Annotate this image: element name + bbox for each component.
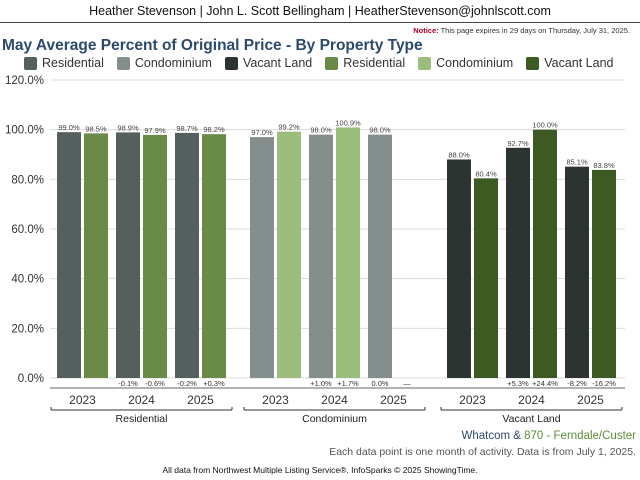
change-label: -0.1% [118,379,138,388]
data-label: 98.0% [310,126,332,135]
change-label: +1.7% [337,379,359,388]
legend-swatch [224,56,238,70]
bar [474,178,498,378]
x-tick-label: 2025 [577,393,604,407]
change-label: -0.2% [177,379,197,388]
legend-swatch [116,56,130,70]
bar [277,131,301,378]
change-label: — [403,379,411,388]
bar [565,166,589,378]
bar [506,147,530,378]
bar [143,134,167,378]
group-label: Condominium [302,413,367,425]
bar [368,134,392,378]
bar [309,134,333,378]
area-b-label: 870 - Ferndale/Custer [524,430,636,442]
data-label: 80.4% [475,169,497,178]
bar [533,129,557,378]
data-label: 98.2% [203,125,225,134]
y-tick-label: 80.0% [11,174,44,186]
notice-label: Notice: [413,26,439,35]
header-bar: Heather Stevenson | John L. Scott Bellin… [0,0,640,23]
legend-label: Vacant Land [242,56,313,70]
data-label: 98.5% [85,124,107,133]
data-label: 99.2% [278,123,300,132]
change-label: +24.4% [532,379,558,388]
notice-text: This page expires in 29 days on Thursday… [438,26,630,35]
bar-chart: 0.0% 20.0% 40.0% 60.0% 80.0% 100.0% 120.0% 99.0… [5,75,625,425]
change-label: -16.2% [592,379,616,388]
legend-item: Vacant Land [526,56,614,70]
data-label: 88.0% [448,150,470,159]
bar [57,132,81,378]
legend-swatch [325,56,339,70]
bar [592,169,616,378]
legend-swatch [418,56,432,70]
x-tick-label: 2023 [459,393,486,407]
chart-title: May Average Percent of Original Price - … [2,37,423,54]
legend-item: Condominium [116,56,212,70]
bar [336,127,360,378]
data-label: 100.9% [335,118,361,127]
data-label: 92.7% [507,139,529,148]
data-label: 97.9% [144,126,166,135]
legend-label: Vacant Land [544,56,614,70]
bar [202,134,226,378]
data-label: 97.0% [251,128,273,137]
legend-swatch [526,56,540,70]
bar [175,132,199,378]
change-label: 0.0% [371,379,388,388]
legend-label: Residential [343,56,406,70]
data-label: 98.7% [176,124,198,133]
y-tick-label: 40.0% [11,274,44,286]
bar [84,133,108,378]
y-tick-label: 0.0% [18,373,44,385]
x-tick-label: 2023 [69,393,96,407]
legend-item: Residential [325,56,405,70]
legend: Residential Condominium Vacant Land Residen… [24,56,627,70]
legend-item: Vacant Land [224,56,313,70]
y-tick-label: 20.0% [11,323,44,335]
x-tick-label: 2023 [262,393,289,407]
group-label: Residential [116,413,168,425]
y-tick-label: 100.0% [5,125,44,137]
change-label: +1.0% [310,379,332,388]
area-filter-line: Whatcom & 870 - Ferndale/Custer [461,430,636,442]
area-separator: & [510,430,525,442]
group-label: Vacant Land [502,413,560,425]
change-label: -0.6% [145,379,165,388]
bar [116,132,140,378]
legend-item: Condominium [418,56,513,70]
change-label: +5.3% [507,379,529,388]
legend-label: Condominium [134,56,212,70]
bar [447,159,471,378]
y-tick-label: 120.0% [5,75,44,87]
change-label: -8.2% [567,379,587,388]
data-label: 85.1% [566,158,588,167]
data-label: 100.0% [532,121,558,130]
bar [250,137,274,378]
x-tick-label: 2024 [128,393,155,407]
x-tick-label: 2025 [187,393,214,407]
data-label: 98.9% [117,123,139,132]
area-a-label: Whatcom [461,430,511,442]
data-label: 99.0% [58,123,80,132]
legend-label: Condominium [436,56,514,70]
legend-swatch [24,56,37,70]
y-tick-label: 60.0% [11,224,44,236]
x-tick-label: 2024 [518,393,545,407]
legend-item: Residential [24,56,104,70]
data-label: 83.8% [593,161,615,170]
data-note: Each data point is one month of activity… [329,446,636,458]
expiry-notice: Notice: This page expires in 29 days on … [413,26,630,35]
data-label: 98.0% [369,126,391,135]
x-tick-label: 2024 [321,393,348,407]
x-tick-label: 2025 [380,393,407,407]
change-label: +0.3% [203,379,225,388]
source-attribution: All data from Northwest Multiple Listing… [162,465,478,475]
agent-contact-line: Heather Stevenson | John L. Scott Bellin… [89,4,551,18]
legend-label: Residential [42,56,104,70]
